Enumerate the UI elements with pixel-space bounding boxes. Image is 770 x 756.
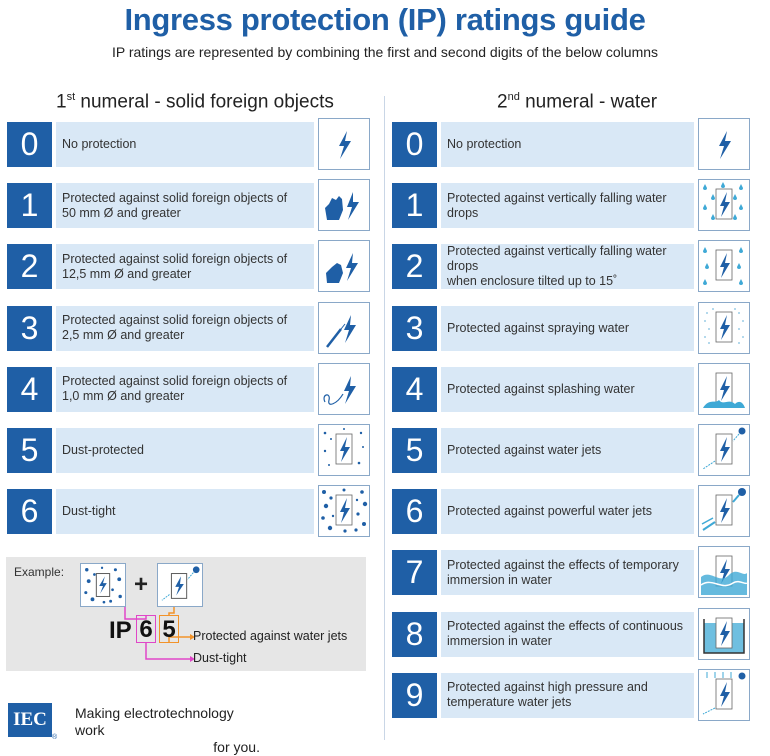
rating-digit: 2 bbox=[392, 244, 437, 290]
tagline: Making electrotechnology work for you. bbox=[75, 705, 260, 756]
rating-text-box: Protected against high pressure and tempe… bbox=[441, 672, 694, 718]
lightning-icon bbox=[698, 118, 750, 170]
dust-icon bbox=[318, 424, 370, 476]
rating-text-box: Protected against splashing water bbox=[441, 366, 694, 412]
ip-first-digit: 6 bbox=[136, 615, 156, 643]
rating-digit: 1 bbox=[392, 183, 437, 229]
dust-tight-icon bbox=[318, 485, 370, 538]
spray-icon bbox=[698, 301, 750, 354]
rating-description: Protected against the effects of tempora… bbox=[447, 557, 679, 587]
rating-description: No protection bbox=[447, 137, 522, 151]
immersion-icon bbox=[698, 546, 750, 599]
rating-description: Protected against solid foreign objects … bbox=[62, 313, 288, 343]
rating-description: Protected against solid foreign objects … bbox=[62, 190, 288, 220]
rating-text-box: No protection bbox=[441, 122, 694, 167]
ip-code-prefix: IP bbox=[109, 617, 132, 644]
rating-digit: 5 bbox=[392, 428, 437, 473]
tagline-line-2: for you. bbox=[213, 739, 260, 755]
rating-digit: 1 bbox=[7, 183, 52, 229]
page-title: Ingress protection (IP) ratings guide bbox=[124, 2, 646, 37]
rating-digit: 0 bbox=[392, 122, 437, 167]
tool-icon bbox=[318, 301, 370, 354]
rating-description: Protected against vertically falling wat… bbox=[447, 190, 667, 220]
rating-digit: 5 bbox=[7, 428, 52, 473]
example-label: Example: bbox=[14, 565, 65, 579]
rating-text-box: Dust-protected bbox=[56, 428, 314, 473]
drops-icon bbox=[698, 179, 750, 232]
iec-logo: IEC bbox=[8, 703, 52, 737]
plus-sign: + bbox=[134, 571, 149, 598]
rating-digit: 6 bbox=[392, 489, 437, 535]
example-note-dust: Dust-tight bbox=[193, 651, 247, 665]
rating-description: Protected against high pressure and tempe… bbox=[447, 680, 648, 710]
high-pressure-icon bbox=[698, 668, 750, 721]
rating-text-box: Dust-tight bbox=[56, 489, 314, 535]
rating-text-box: Protected against solid foreign objects … bbox=[56, 305, 314, 351]
example-note-water: Protected against water jets bbox=[193, 629, 348, 643]
rating-text-box: Protected against solid foreign objects … bbox=[56, 244, 314, 290]
tagline-line-1: Making electrotechnology work bbox=[75, 705, 234, 738]
ip-second-digit: 5 bbox=[159, 615, 179, 643]
rating-digit: 4 bbox=[392, 366, 437, 412]
rating-description: Protected against vertically falling wat… bbox=[447, 244, 667, 289]
splash-icon bbox=[698, 362, 750, 415]
dust-tight-icon bbox=[80, 563, 126, 607]
rating-digit: 2 bbox=[7, 244, 52, 290]
rating-text-box: Protected against the effects of continu… bbox=[441, 611, 694, 657]
page-subtitle: IP ratings are represented by combining … bbox=[111, 44, 659, 60]
rating-description: Protected against water jets bbox=[447, 443, 602, 457]
rating-description: No protection bbox=[62, 137, 137, 151]
rating-text-box: No protection bbox=[56, 122, 314, 167]
lightning-icon bbox=[318, 118, 370, 170]
right-column-heading: 2nd numeral - water bbox=[497, 91, 658, 113]
example-connector-lines bbox=[124, 603, 195, 662]
finger-icon bbox=[318, 240, 370, 293]
jet-icon bbox=[157, 563, 203, 607]
rating-description: Protected against solid foreign objects … bbox=[62, 374, 288, 404]
wire-icon bbox=[318, 362, 370, 415]
rating-text-box: Protected against the effects of tempora… bbox=[441, 550, 694, 596]
rating-text-box: Protected against water jets bbox=[441, 428, 694, 473]
rating-description: Protected against splashing water bbox=[447, 381, 635, 396]
rating-digit: 4 bbox=[7, 366, 52, 412]
rating-description: Dust-tight bbox=[62, 504, 116, 519]
rating-description: Protected against spraying water bbox=[447, 320, 630, 335]
tilted-drops-icon bbox=[698, 240, 750, 293]
rating-description: Protected against the effects of continu… bbox=[447, 619, 684, 649]
rating-digit: 0 bbox=[7, 122, 52, 167]
rating-digit: 9 bbox=[392, 672, 437, 718]
column-divider bbox=[384, 96, 385, 740]
rating-text-box: Protected against solid foreign objects … bbox=[56, 183, 314, 229]
powerful-jet-icon bbox=[698, 485, 750, 538]
rating-digit: 3 bbox=[7, 305, 52, 351]
rating-text-box: Protected against vertically falling wat… bbox=[441, 183, 694, 229]
rating-text-box: Protected against powerful water jets bbox=[441, 489, 694, 535]
registered-mark: ® bbox=[52, 734, 58, 741]
continuous-immersion-icon bbox=[698, 607, 750, 660]
rating-digit: 8 bbox=[392, 611, 437, 657]
rating-description: Protected against solid foreign objects … bbox=[62, 251, 288, 281]
rating-text-box: Protected against vertically falling wat… bbox=[441, 244, 694, 290]
rating-text-box: Protected against spraying water bbox=[441, 305, 694, 351]
left-column-heading: 1st numeral - solid foreign objects bbox=[56, 91, 334, 113]
example-panel: Example: + IP 6 5 Protected against wate… bbox=[6, 557, 366, 671]
rating-text-box: Protected against solid foreign objects … bbox=[56, 366, 314, 412]
rating-digit: 3 bbox=[392, 305, 437, 351]
rating-digit: 6 bbox=[7, 489, 52, 535]
rating-description: Protected against powerful water jets bbox=[447, 504, 652, 519]
jet-icon bbox=[698, 424, 750, 476]
rating-digit: 7 bbox=[392, 550, 437, 596]
hand-icon bbox=[318, 179, 370, 232]
rating-description: Dust-protected bbox=[62, 443, 144, 457]
